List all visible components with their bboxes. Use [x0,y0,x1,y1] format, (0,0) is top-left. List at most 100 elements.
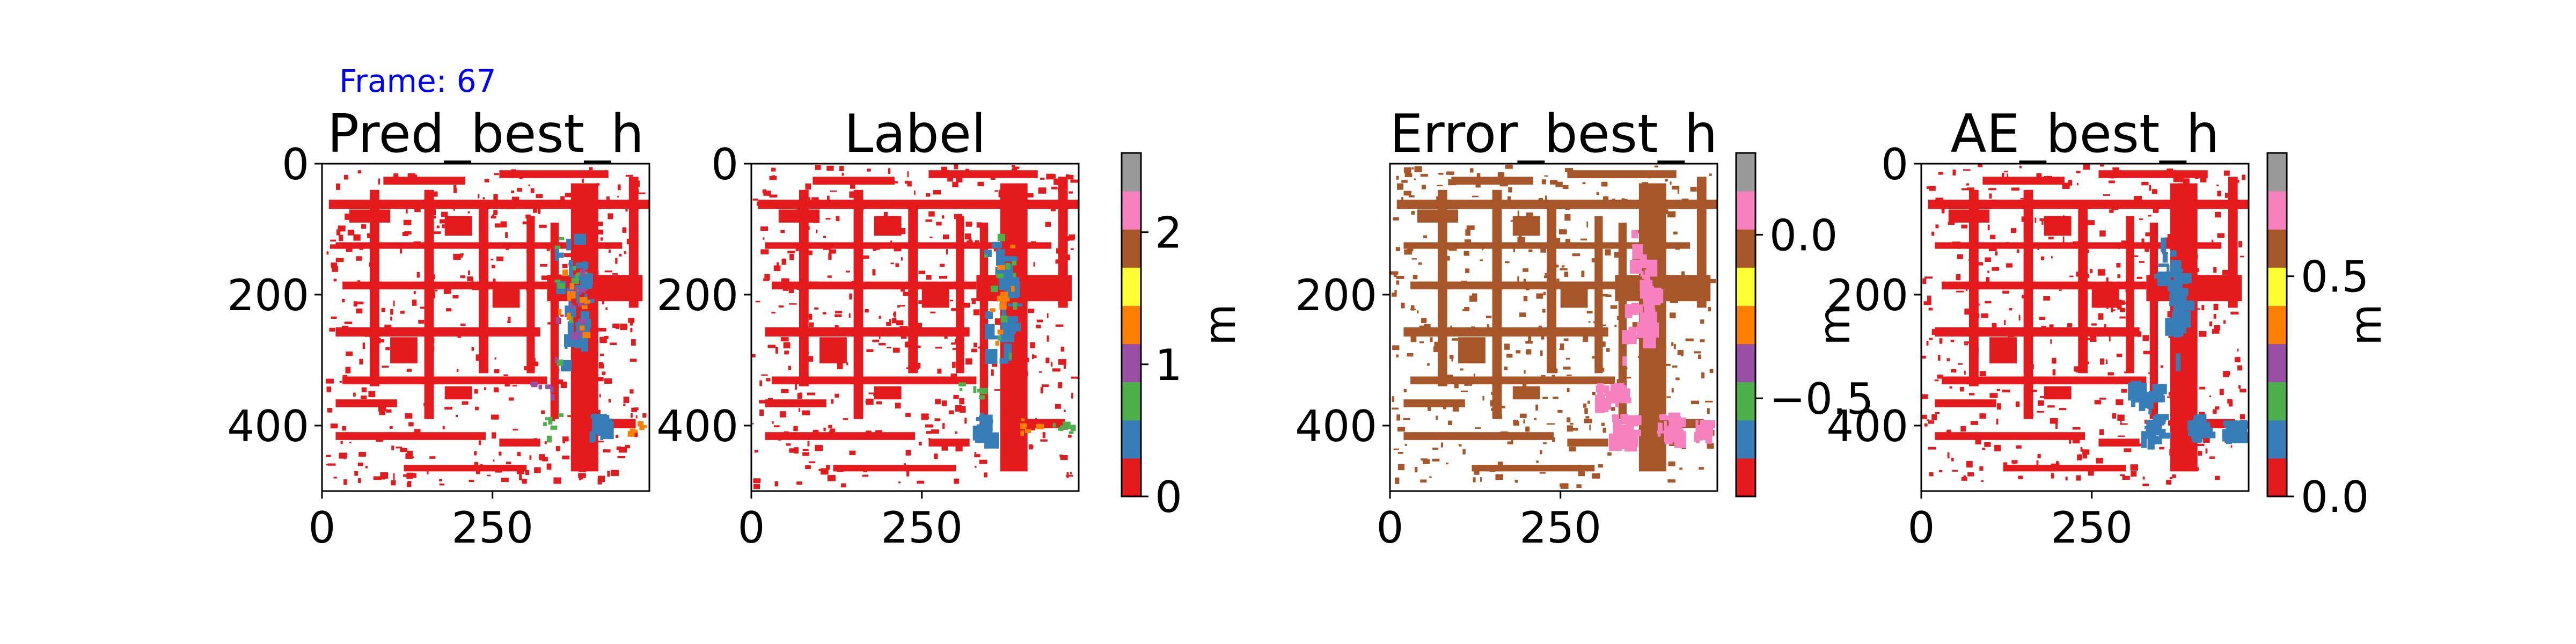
field-speckle [1517,210,1519,217]
field-speckle [2029,413,2033,416]
field-speckle [1535,404,1539,411]
field-overlay [1005,262,1011,269]
field-overlay [2134,399,2141,403]
field-speckle [1657,343,1658,349]
field-speckle [1707,408,1710,414]
field-speckle [1624,288,1629,292]
field-speckle [1559,348,1562,350]
field-speckle [965,233,971,240]
field-street [1451,177,1533,185]
field-speckle [1071,392,1073,399]
field-speckle [1699,184,1703,188]
field-speckle [1974,275,1978,280]
field-speckle [1482,244,1484,251]
field-speckle [1565,357,1570,360]
field-speckle [1601,324,1606,326]
field-speckle [1584,408,1588,414]
field-overlay [2141,383,2147,394]
field-overlay [2170,267,2176,272]
field-speckle [560,382,567,388]
field-speckle [511,196,519,203]
field-speckle [1426,363,1430,366]
field-speckle [428,278,433,283]
colorbar-label: m [1810,304,1860,346]
field-speckle [1994,200,2001,206]
field-speckle [2169,477,2173,479]
x-tick-label: 250 [2051,503,2133,553]
field-speckle [941,215,945,219]
field-speckle [1498,331,1501,337]
field-speckle [467,211,470,214]
colorbar-segment [1122,343,1141,383]
field-speckle [1012,168,1018,171]
field-speckle [1666,396,1671,398]
field-speckle [480,464,483,466]
field-speckle [343,479,347,485]
field-speckle [2040,256,2045,260]
field-speckle [635,415,638,419]
field-speckle [2107,372,2114,376]
field-speckle [612,323,620,328]
field-speckle [895,402,901,409]
field-speckle [1921,355,1926,359]
field-speckle [1614,252,1619,258]
colorbar-segment [2267,267,2287,306]
field-speckle [907,171,909,178]
field-speckle [353,301,357,307]
field-speckle [1052,419,1060,424]
field-speckle [855,314,857,316]
field-overlay [995,267,1000,275]
field-street [342,281,547,290]
field-speckle [933,190,941,195]
field-speckle [1927,419,1930,421]
field-speckle [1393,217,1399,221]
field-speckle [941,444,948,451]
field-speckle [1507,196,1511,201]
field-speckle [1392,345,1400,350]
field-speckle [841,172,844,176]
field-speckle [2016,249,2019,253]
field-overlay [578,288,586,293]
field-speckle [1981,313,1988,318]
field-speckle [977,288,983,290]
field-speckle [1542,309,1546,313]
field-speckle [2199,386,2206,390]
field-speckle [1650,442,1655,445]
field-speckle [588,305,591,308]
field-speckle [331,316,337,319]
field-overlay [1657,430,1671,434]
field-speckle [1592,473,1600,479]
field-speckle [846,179,848,185]
field-speckle [1501,414,1502,419]
field-speckle [971,298,979,301]
field-speckle [1666,209,1668,214]
field-street [813,177,895,185]
field-speckle [2167,396,2173,398]
field-speckle [1564,214,1571,221]
field-speckle [494,223,501,228]
field-speckle [460,330,466,334]
field-speckle [616,435,619,438]
colorbar-segment [2267,305,2287,345]
field-speckle [925,424,933,428]
field-speckle [781,278,789,282]
field-speckle [1050,206,1056,211]
field-speckle [425,368,431,374]
field-speckle [2015,202,2018,204]
field-speckle [439,484,445,486]
field-speckle [2054,177,2060,179]
field-speckle [918,270,926,274]
field-street [390,337,418,364]
field-speckle [2237,179,2240,183]
field-speckle [1430,337,1433,342]
field-speckle [622,227,627,233]
field-speckle [2167,169,2174,173]
field-speckle [385,347,390,350]
field-speckle [491,414,499,420]
field-overlay [530,382,538,386]
field-speckle [1931,231,1935,236]
field-speckle [1690,186,1697,192]
field-speckle [1976,303,1980,306]
field-speckle [628,318,635,323]
field-speckle [1497,172,1505,178]
